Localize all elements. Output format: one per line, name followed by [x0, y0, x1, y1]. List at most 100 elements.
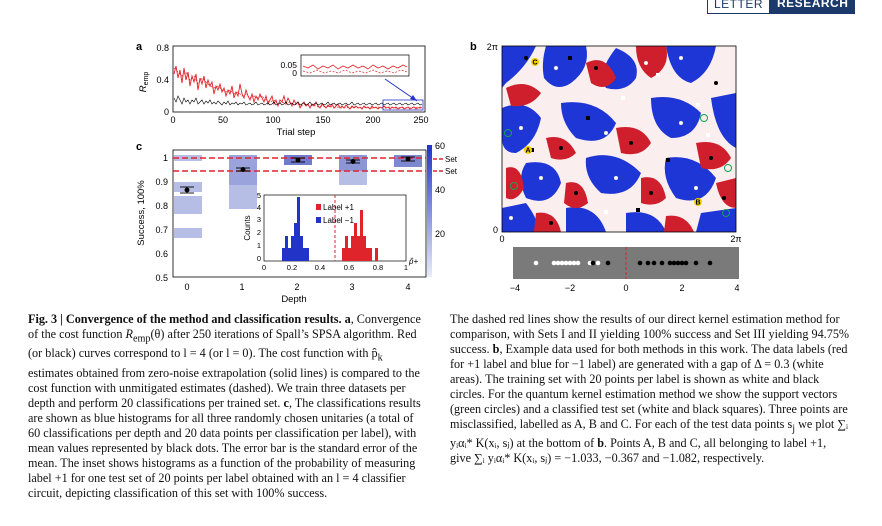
- c-ytick-4: 0.6: [155, 249, 168, 259]
- b-strip-tick-2: 0: [623, 283, 628, 293]
- panel-a-label: a: [136, 41, 143, 53]
- c-cbar-tick-0: 60: [435, 141, 445, 151]
- b-xtick-left: 0: [499, 234, 504, 244]
- caption-a-psub: k: [377, 352, 383, 364]
- c-inset-phat: p̂+: [408, 257, 418, 266]
- b-strip-tick-3: 2: [679, 283, 684, 293]
- a-inset-ytick-1: 0: [292, 68, 297, 78]
- b-marker-a: A: [525, 148, 530, 155]
- c-ytick-3: 0.7: [155, 225, 168, 235]
- c-xtick-3: 3: [349, 282, 354, 292]
- c-inset-ylabel: Counts: [243, 215, 252, 240]
- caption-a-rsub: emp: [132, 333, 151, 345]
- c-ytick-5: 0.5: [155, 273, 168, 283]
- c-inset-xtick-1: 0.2: [287, 263, 297, 272]
- caption-a-text2: (θ) after 250 iterations of Spall’s SPSA…: [28, 327, 417, 361]
- caption-a-text3: estimates obtained from zero-noise extra…: [28, 365, 420, 410]
- panel-b-label: b: [470, 41, 477, 53]
- b-strip: −4 −2 0 2 4: [510, 247, 740, 293]
- c-inset-legend-0: Label +1: [323, 203, 354, 212]
- c-inset-legend-1: Label −1: [323, 216, 354, 225]
- caption-r-text4: ᵢ yᵢαᵢ* K(xᵢ, sⱼ) at the bottom of: [450, 417, 849, 451]
- svg-text:Remp: Remp: [138, 72, 150, 93]
- panel-a-axes: [172, 45, 426, 113]
- c-colorbar: [427, 145, 432, 277]
- c-inset-xtick-3: 0.6: [344, 263, 354, 272]
- caption-right: The dashed red lines show the results of…: [450, 312, 850, 466]
- a-xtick-3: 150: [315, 115, 330, 125]
- c-cbar-tick-2: 20: [435, 229, 445, 239]
- caption-a-label: a: [344, 312, 351, 326]
- a-inset-ytick-0: 0.05: [280, 60, 297, 70]
- c-inset-xtick-0: 0: [262, 263, 266, 272]
- caption-a-r: R: [125, 327, 133, 341]
- a-xtick-4: 200: [365, 115, 380, 125]
- caption-r-sj: j: [792, 423, 796, 435]
- c-ytick-1: 0.9: [155, 177, 168, 187]
- caption-left: Fig. 3 | Convergence of the method and c…: [28, 312, 426, 501]
- panel-b: b 2π 0 0 2π: [466, 38, 756, 298]
- a-zoom-box: [382, 99, 424, 111]
- a-xlabel: Trial step: [277, 127, 316, 138]
- caption-r-text5: . Points A, B and C, all belonging to la…: [450, 436, 827, 466]
- a-xtick-1: 50: [218, 115, 228, 125]
- c-axes: [172, 149, 427, 278]
- b-strip-tick-4: 4: [734, 283, 739, 293]
- b-ytick-bottom: 0: [493, 225, 498, 235]
- panel-a: a 0.8 0.4 0 0 50 100 150 200 250 Trial s…: [136, 41, 429, 138]
- a-xtick-2: 100: [265, 115, 280, 125]
- b-training-points: [508, 55, 726, 225]
- curve-red-dashed: [173, 67, 422, 109]
- c-inset-red-bars: [342, 210, 378, 261]
- a-ytick-0: 0.8: [156, 43, 169, 53]
- header-letter: LETTER: [707, 0, 771, 14]
- journal-header: LETTER RESEARCH: [707, 0, 856, 14]
- b-support-vectors: [504, 114, 732, 217]
- c-means: [180, 156, 415, 194]
- c-inset-xtick-5: 1: [404, 263, 408, 272]
- c-legend-0: Set I & II: [445, 155, 460, 164]
- caption-a-text1: , Convergence of the cost function: [28, 312, 421, 341]
- c-xlabel: Depth: [281, 294, 306, 305]
- caption-c-label: c: [283, 395, 289, 410]
- caption-b2: b: [597, 436, 604, 451]
- caption-b-label: b: [492, 342, 500, 356]
- c-inset-xtick-4: 0.8: [373, 263, 383, 272]
- c-inset-ytick-5: 0: [257, 254, 261, 263]
- panel-c: c 1 0.9 0.8 0.7 0.6 0.5 0 1 2 3 4 Depth …: [136, 141, 460, 305]
- a-ytick-2: 0: [164, 107, 169, 117]
- b-strip-tick-1: −2: [565, 283, 575, 293]
- a-ylabel: Remp: [138, 72, 150, 93]
- b-marker-c: C: [532, 60, 537, 67]
- c-xtick-2: 2: [294, 282, 299, 292]
- c-xtick-1: 1: [239, 282, 244, 292]
- c-xtick-0: 0: [184, 282, 189, 292]
- b-misclassified: A B C: [524, 58, 702, 207]
- c-ytick-2: 0.8: [155, 201, 168, 211]
- c-ytick-0: 1: [163, 153, 168, 163]
- b-strip-tick-0: −4: [510, 283, 520, 293]
- c-inset-ytick-4: 1: [257, 241, 261, 250]
- panel-b-svg: b 2π 0 0 2π: [470, 41, 742, 293]
- b-xtick-right: 2π: [730, 234, 741, 244]
- c-cbar-tick-1: 40: [435, 185, 445, 195]
- c-inset: 5 4 3 2 1 0 Counts 0 0.2 0.4 0.6 0.8 1: [243, 191, 418, 272]
- header-research: RESEARCH: [770, 0, 856, 14]
- c-xtick-4: 4: [405, 282, 410, 292]
- b-marker-b: B: [695, 200, 700, 207]
- a-xtick-0: 0: [170, 115, 175, 125]
- b-axes: [501, 45, 737, 233]
- c-inset-xtick-2: 0.4: [315, 263, 325, 272]
- c-inset-ytick-3: 2: [257, 228, 261, 237]
- caption-title: Fig. 3 | Convergence of the method and c…: [28, 312, 342, 326]
- curve-black: [173, 95, 423, 106]
- caption-r-text3: we plot ∑: [795, 417, 847, 431]
- a-ytick-1: 0.4: [156, 75, 169, 85]
- caption-r-text1: The dashed red lines show the results of…: [450, 312, 850, 356]
- panel-c-label: c: [136, 141, 142, 153]
- a-inset: 0.05 0: [280, 54, 410, 78]
- c-ylabel: Success, 100%: [136, 180, 147, 246]
- c-legend-1: Set III: [445, 167, 460, 176]
- a-xtick-5: 250: [413, 115, 428, 125]
- c-inset-ytick-2: 3: [257, 215, 261, 224]
